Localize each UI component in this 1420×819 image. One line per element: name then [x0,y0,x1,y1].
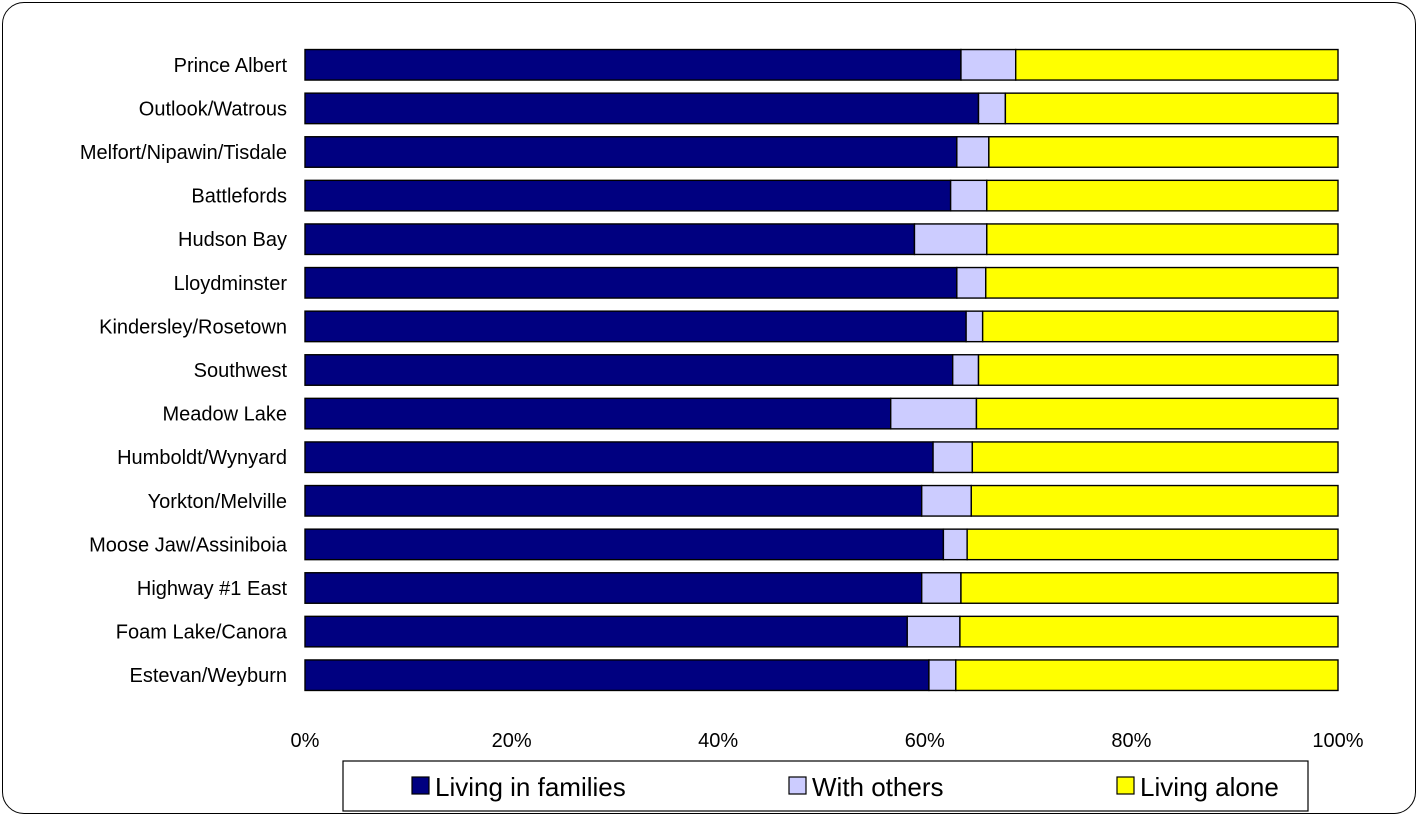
bar-segment-alone [959,615,1339,648]
category-label: Meadow Lake [162,404,287,426]
bar-segment-others [965,310,984,343]
legend-label: Living alone [1140,772,1279,802]
bar-segment-families [304,441,934,474]
bar-segment-families [304,266,958,299]
bar-segment-families [304,92,980,125]
bar-segment-alone [986,223,1339,256]
bar-segment-others [906,615,961,648]
bar-segment-others [960,48,1017,81]
axes-layer: Prince Albert Outlook/Watrous Melfort/Nipa… [80,55,1364,752]
bar-segment-alone [971,441,1339,474]
bar-segment-others [977,92,1007,125]
x-tick-label: 20% [492,730,532,752]
bar-segment-families [304,354,954,386]
bar-segment-others [956,136,990,168]
bar-segment-others [956,266,987,299]
bar-segment-alone [955,659,1339,692]
category-label: Yorkton/Melville [148,491,287,513]
category-label: Humboldt/Wynyard [117,447,287,469]
category-label: Kindersley/Rosetown [99,316,287,338]
bar-segment-alone [981,310,1339,343]
bar-segment-alone [960,572,1339,604]
bar-segment-families [304,528,945,561]
bar-segment-families [304,136,958,168]
category-label: Battlefords [191,186,287,208]
legend-swatch [411,776,430,795]
x-tick-label: 80% [1111,730,1151,752]
bar-segment-families [304,179,952,212]
legend: Living in families With others Living alon… [342,760,1309,812]
category-label: Melfort/Nipawin/Tisdale [80,142,287,164]
bar-segment-others [928,659,957,692]
category-label: Estevan/Weyburn [130,665,288,687]
bar-segment-others [921,484,972,517]
bar-segment-others [949,179,988,212]
x-tick-label: 40% [698,730,738,752]
category-label: Southwest [194,360,288,382]
bar-segment-families [304,615,908,648]
bar-segment-others [913,223,988,256]
legend-swatch [1116,776,1135,795]
category-label: Hudson Bay [178,229,287,251]
x-tick-label: 0% [291,730,320,752]
category-label: Prince Albert [174,55,288,77]
bar-segment-alone [1004,92,1339,125]
bar-segment-alone [985,266,1339,299]
legend-label: Living in families [435,772,626,802]
x-tick-label: 60% [905,730,945,752]
bar-segment-alone [966,528,1339,561]
bar-segment-alone [977,354,1339,386]
bar-segment-others [921,572,962,604]
bar-segment-alone [988,136,1339,168]
bar-segment-alone [1015,48,1339,81]
legend-swatch [788,776,807,795]
bar-segment-families [304,310,967,343]
legend-label: With others [812,772,944,802]
bar-segment-alone [986,179,1339,212]
bar-segment-others [932,441,974,474]
bar-segment-families [304,572,923,604]
category-label: Lloydminster [174,273,288,295]
bar-segment-others [890,397,978,430]
bars-layer [304,48,1339,692]
bar-segment-alone [970,484,1339,517]
bar-segment-others [951,354,980,386]
category-label: Highway #1 East [137,578,288,600]
bar-segment-alone [975,397,1339,430]
category-label: Foam Lake/Canora [116,622,288,644]
legend-box [342,760,1309,812]
bar-segment-families [304,48,962,81]
bar-segment-families [304,659,930,692]
bar-segment-families [304,223,916,256]
category-label: Moose Jaw/Assiniboia [89,534,288,556]
bar-segment-families [304,397,892,430]
bar-segment-others [942,528,968,561]
category-label: Outlook/Watrous [139,98,287,120]
x-tick-label: 100% [1312,730,1363,752]
bar-segment-families [304,484,923,517]
